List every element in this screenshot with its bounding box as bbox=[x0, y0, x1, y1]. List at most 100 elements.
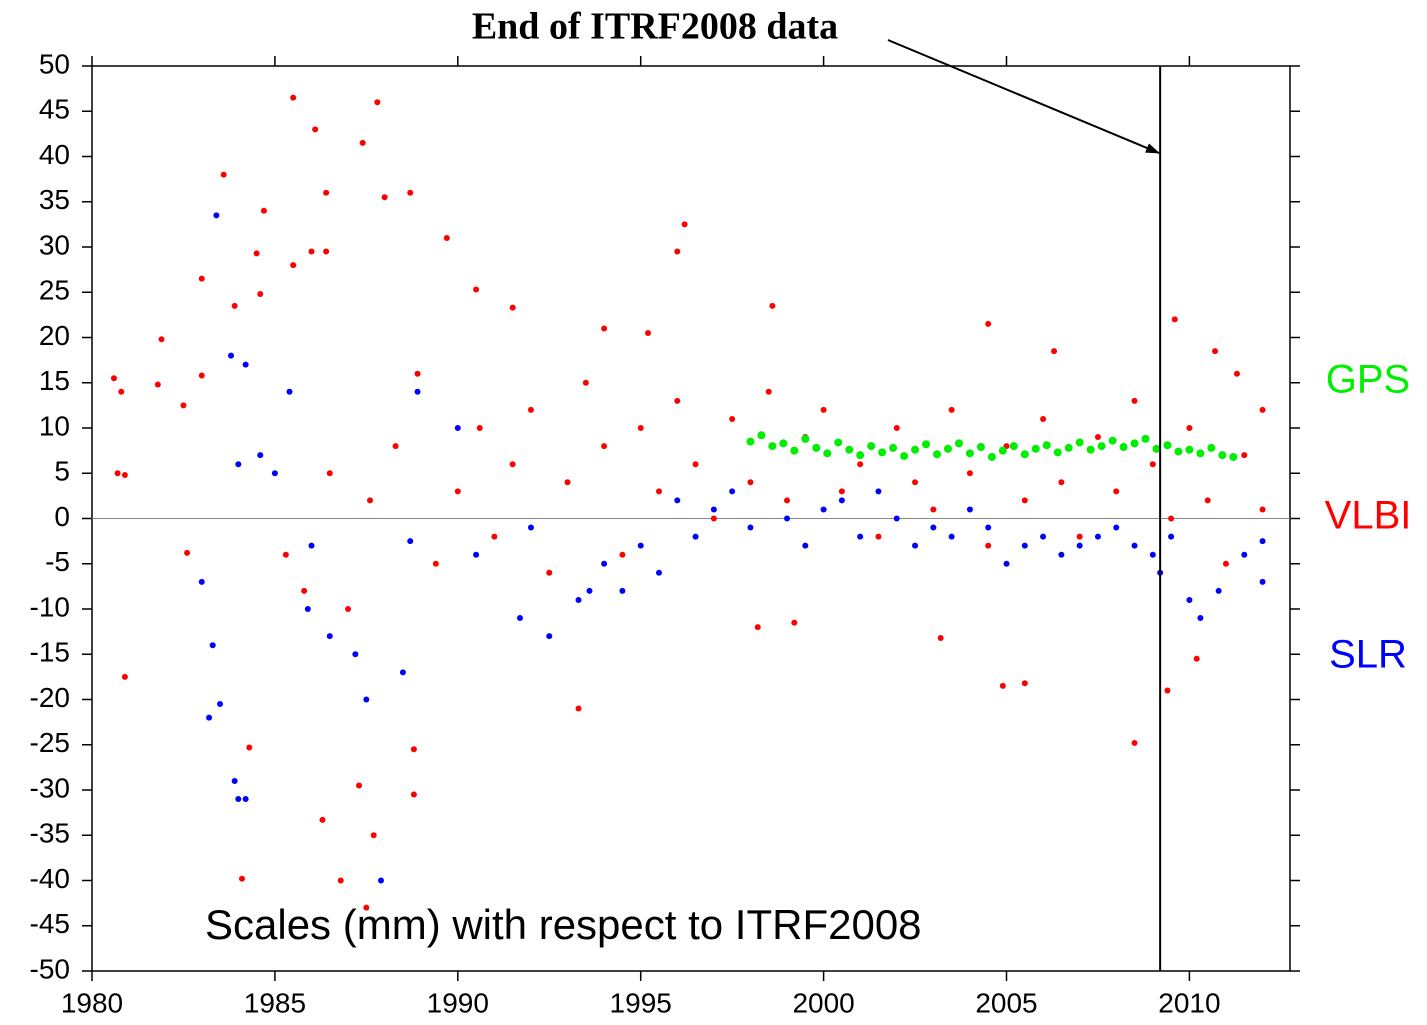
point bbox=[253, 250, 260, 257]
y-tick-label: -30 bbox=[30, 772, 70, 803]
point bbox=[443, 234, 450, 241]
point bbox=[954, 439, 963, 448]
point bbox=[922, 440, 931, 449]
point bbox=[586, 587, 593, 594]
point bbox=[1042, 441, 1051, 450]
point bbox=[1149, 461, 1156, 468]
point bbox=[710, 506, 717, 513]
y-tick-label: -10 bbox=[30, 591, 70, 622]
point bbox=[575, 596, 582, 603]
point bbox=[1196, 449, 1205, 458]
point bbox=[681, 221, 688, 228]
point bbox=[987, 452, 996, 461]
point bbox=[1113, 524, 1120, 531]
point bbox=[1086, 445, 1095, 454]
point bbox=[209, 642, 216, 649]
point bbox=[242, 796, 249, 803]
point bbox=[509, 461, 516, 468]
point bbox=[1131, 542, 1138, 549]
point bbox=[1108, 436, 1117, 445]
point bbox=[184, 549, 191, 556]
point bbox=[1259, 506, 1266, 513]
point bbox=[1058, 479, 1065, 486]
point bbox=[875, 533, 882, 540]
point bbox=[363, 696, 370, 703]
point bbox=[747, 524, 754, 531]
y-tick-label: 30 bbox=[39, 229, 70, 260]
point bbox=[1053, 448, 1062, 457]
point bbox=[857, 533, 864, 540]
point bbox=[933, 450, 942, 459]
y-tick-label: 45 bbox=[39, 94, 70, 125]
point bbox=[710, 515, 717, 522]
point bbox=[768, 442, 777, 451]
y-tick-label: 15 bbox=[39, 365, 70, 396]
point bbox=[180, 402, 187, 409]
point bbox=[509, 304, 516, 311]
point bbox=[1215, 587, 1222, 594]
point bbox=[900, 452, 909, 461]
point bbox=[206, 714, 213, 721]
point bbox=[282, 551, 289, 558]
point bbox=[231, 777, 238, 784]
point bbox=[1131, 739, 1138, 746]
point bbox=[998, 446, 1007, 455]
point bbox=[356, 782, 363, 789]
point bbox=[359, 139, 366, 146]
point bbox=[801, 434, 810, 443]
point bbox=[1259, 578, 1266, 585]
point bbox=[1009, 442, 1018, 451]
point bbox=[645, 329, 652, 336]
point bbox=[985, 320, 992, 327]
point bbox=[110, 375, 117, 382]
point bbox=[1076, 533, 1083, 540]
point bbox=[198, 372, 205, 379]
point bbox=[1119, 443, 1128, 452]
arrow bbox=[887, 39, 1160, 154]
point bbox=[779, 439, 788, 448]
legend-label: SLR bbox=[1329, 633, 1407, 677]
y-tick-label: -35 bbox=[30, 818, 70, 849]
x-tick-label: 1990 bbox=[427, 987, 489, 1018]
point bbox=[257, 452, 264, 459]
point bbox=[381, 194, 388, 201]
point bbox=[527, 524, 534, 531]
y-tick-label: 50 bbox=[39, 48, 70, 79]
point bbox=[893, 425, 900, 431]
point bbox=[875, 488, 882, 495]
point bbox=[912, 542, 919, 549]
point bbox=[999, 682, 1006, 689]
point bbox=[323, 189, 330, 196]
point bbox=[784, 515, 791, 522]
point bbox=[527, 406, 534, 413]
y-tick-label: 40 bbox=[39, 139, 70, 170]
point bbox=[1149, 551, 1156, 558]
y-tick-label: 35 bbox=[39, 184, 70, 215]
point bbox=[893, 515, 900, 522]
point bbox=[692, 533, 699, 540]
point bbox=[912, 479, 919, 486]
point bbox=[1130, 439, 1139, 448]
point bbox=[326, 633, 333, 640]
point bbox=[838, 497, 845, 504]
annotation: Scales (mm) with respect to ITRF2008 bbox=[205, 901, 922, 948]
y-tick-label: 25 bbox=[39, 275, 70, 306]
point bbox=[1233, 370, 1240, 377]
point bbox=[1241, 452, 1248, 459]
point bbox=[790, 446, 799, 455]
point bbox=[246, 744, 253, 751]
point bbox=[1003, 560, 1010, 567]
point bbox=[235, 796, 242, 803]
point bbox=[308, 542, 315, 549]
point bbox=[370, 832, 377, 839]
legend-label: GPS bbox=[1326, 358, 1410, 402]
point bbox=[1021, 680, 1028, 687]
point bbox=[1222, 560, 1229, 567]
point bbox=[1163, 441, 1172, 450]
point bbox=[857, 461, 864, 468]
point bbox=[238, 875, 245, 882]
point bbox=[242, 361, 249, 368]
point bbox=[473, 551, 480, 558]
point bbox=[1218, 451, 1227, 460]
